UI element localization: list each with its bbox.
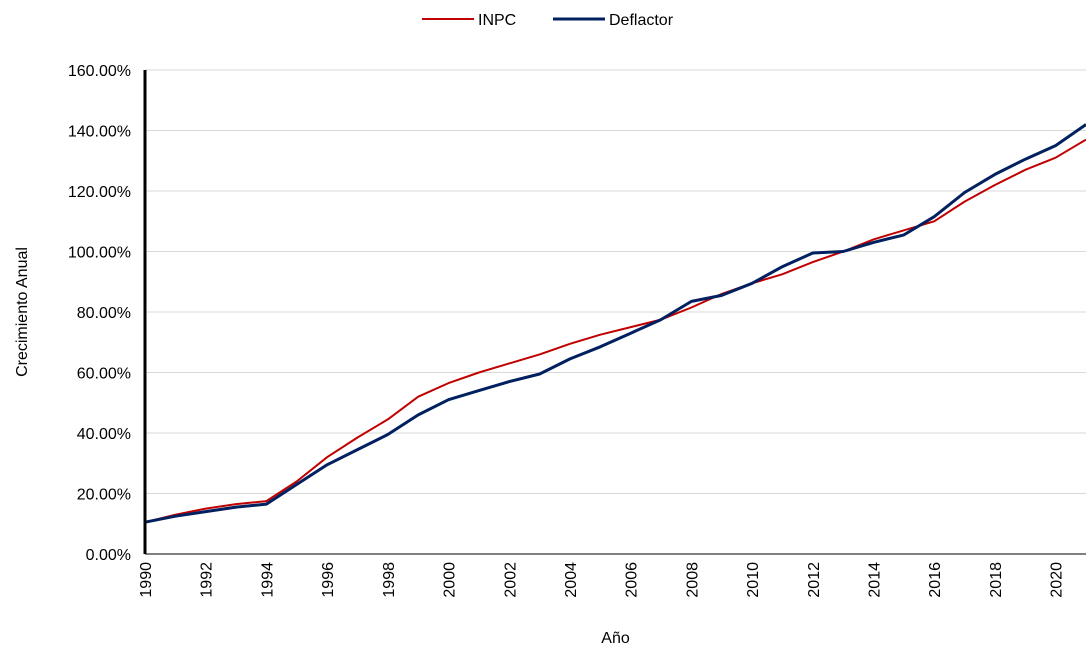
x-tick-label: 2018 bbox=[988, 562, 1005, 598]
x-tick-label: 1996 bbox=[320, 562, 337, 598]
series-line-inpc bbox=[144, 138, 1086, 524]
x-tick-label: 2012 bbox=[806, 562, 823, 598]
y-tick-label: 140.00% bbox=[68, 124, 131, 141]
x-tick-label: 1998 bbox=[381, 562, 398, 598]
x-tick-label: 2016 bbox=[927, 562, 944, 598]
x-tick-label: 2010 bbox=[745, 562, 762, 598]
y-tick-label: 80.00% bbox=[77, 305, 131, 322]
x-tick-label: 2002 bbox=[502, 562, 519, 598]
series-line-deflactor bbox=[144, 123, 1086, 524]
x-tick-label: 2020 bbox=[1049, 562, 1066, 598]
x-tick-label: 1994 bbox=[259, 562, 276, 598]
y-tick-label: 160.00% bbox=[68, 63, 131, 80]
x-tick-label: 2014 bbox=[867, 562, 884, 598]
y-tick-label: 100.00% bbox=[68, 245, 131, 262]
legend: INPC Deflactor bbox=[422, 12, 674, 29]
x-tick-labels: 1990 1992 1994 1996 1998 2000 2002 2004 2006 2008… bbox=[138, 562, 1066, 598]
y-tick-label: 60.00% bbox=[77, 366, 131, 383]
y-tick-label: 120.00% bbox=[68, 184, 131, 201]
legend-label-deflactor: Deflactor bbox=[609, 12, 674, 29]
x-tick-label: 2000 bbox=[442, 562, 459, 598]
x-tick-label: 2006 bbox=[624, 562, 641, 598]
y-axis-title: Crecimiento Anual bbox=[14, 247, 31, 377]
x-tick-label: 2008 bbox=[684, 562, 701, 598]
x-tick-label: 1992 bbox=[199, 562, 216, 598]
y-tick-labels: 0.00% 20.00% 40.00% 60.00% 80.00% 100.00% 120.… bbox=[68, 63, 131, 564]
series-layer bbox=[144, 123, 1086, 524]
y-tick-label: 40.00% bbox=[77, 426, 131, 443]
legend-label-inpc: INPC bbox=[478, 12, 516, 29]
y-tick-label: 20.00% bbox=[77, 487, 131, 504]
y-tick-label: 0.00% bbox=[86, 547, 131, 564]
gridlines bbox=[145, 69, 1086, 494]
x-tick-label: 1990 bbox=[138, 562, 155, 598]
x-tick-label: 2004 bbox=[563, 562, 580, 598]
x-axis-title: Año bbox=[601, 630, 630, 647]
